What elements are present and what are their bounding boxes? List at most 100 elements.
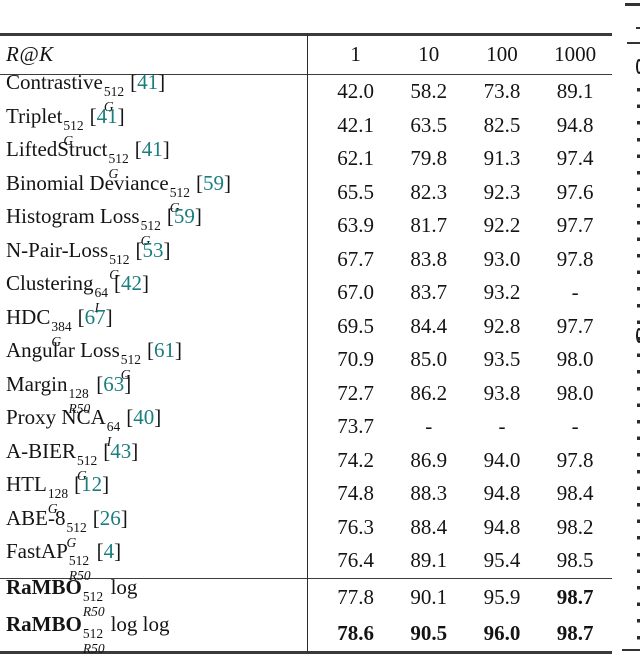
- recall-at-100: 93.2: [483, 280, 521, 305]
- citation-number[interactable]: 41: [96, 103, 118, 128]
- embedding-size-backbone: 512 G: [121, 353, 141, 382]
- citation-number[interactable]: 59: [173, 204, 195, 229]
- recall-at-1: 67.0: [337, 280, 374, 305]
- embedding-size-backbone: 64 I: [107, 420, 121, 449]
- citation[interactable]: [61]: [147, 338, 182, 362]
- recall-at-100: 94.8: [483, 481, 521, 506]
- embedding-dim: 512: [68, 553, 90, 569]
- citation[interactable]: [41]: [135, 137, 170, 161]
- recall-at-1000: -: [571, 280, 579, 305]
- method-name: Contrastive: [6, 70, 103, 95]
- recall-at-10: 90.1: [410, 584, 448, 609]
- embedding-size-backbone: 512 G: [170, 186, 190, 215]
- citation[interactable]: [40]: [126, 405, 161, 429]
- recall-at-10: 83.8: [410, 246, 448, 271]
- recall-at-1000: 94.8: [556, 112, 594, 137]
- citation[interactable]: [26]: [93, 506, 128, 530]
- neighbor-table-letter-fragment: [636, 59, 640, 74]
- recall-at-10: 58.2: [410, 79, 448, 104]
- method-name: HDC: [6, 304, 51, 329]
- table-row: Contrastive 512 G [41] 42.0 58.2 73.8 89.1: [0, 70, 612, 113]
- citation-number[interactable]: 40: [133, 405, 155, 430]
- citation-bracket-open: [: [166, 204, 174, 229]
- embedding-dim: 384: [51, 318, 72, 334]
- backbone: I: [94, 300, 100, 316]
- citation-bracket-close: ]: [194, 204, 202, 229]
- citation[interactable]: [43]: [103, 439, 138, 463]
- recall-at-1: 76.3: [337, 514, 374, 539]
- method-label: ABE-8 512 G [26]: [0, 506, 319, 550]
- citation[interactable]: [67]: [78, 305, 113, 329]
- method-label: Clustering 64 I [42]: [0, 271, 319, 315]
- recall-at-10: 86.9: [410, 447, 448, 472]
- table-row: FastAP 512 R50 [4] 76.4 89.1 95.4 98.5: [0, 539, 612, 582]
- citation-number[interactable]: 59: [202, 170, 224, 195]
- citation-number[interactable]: 26: [99, 505, 121, 530]
- citation-number[interactable]: 43: [110, 438, 132, 463]
- recall-at-1: 74.2: [337, 447, 374, 472]
- citation-number[interactable]: 41: [141, 137, 163, 162]
- method-rows: Contrastive 512 G [41] 42.0 58.2 73.8 89.1 …: [0, 70, 612, 582]
- recall-at-1000: 98.7: [556, 584, 594, 609]
- citation-number[interactable]: 4: [103, 539, 115, 564]
- table-row: Proxy NCA 64 I [40] 73.7 - - -: [0, 405, 612, 448]
- recall-at-1: 73.7: [337, 414, 374, 439]
- recall-at-100: 94.0: [483, 447, 521, 472]
- citation[interactable]: [53]: [135, 238, 170, 262]
- embedding-dim: 128: [68, 385, 89, 401]
- citation-bracket-open: [: [74, 472, 82, 497]
- citation-number[interactable]: 53: [142, 237, 164, 262]
- method-name: FastAP: [6, 539, 68, 564]
- citation-bracket-close: ]: [124, 371, 132, 396]
- table-row: Angular Loss 512 G [61] 70.9 85.0 93.5 98.0: [0, 338, 612, 381]
- recall-at-100: 91.3: [483, 146, 521, 171]
- method-name: RaMBO: [6, 611, 82, 636]
- method-name: Angular Loss: [6, 338, 120, 363]
- citation[interactable]: [63]: [96, 372, 131, 396]
- citation[interactable]: [12]: [74, 472, 109, 496]
- embedding-size-backbone: 512 R50: [83, 627, 105, 655]
- recall-at-100: 95.9: [483, 584, 521, 609]
- backbone: G: [66, 534, 77, 550]
- citation-number[interactable]: 61: [154, 338, 175, 363]
- citation-bracket-close: ]: [142, 271, 149, 296]
- citation[interactable]: [4]: [97, 539, 122, 563]
- embedding-dim: 512: [66, 519, 87, 535]
- citation-bracket-close: ]: [223, 170, 231, 195]
- recall-at-10: 89.1: [410, 548, 448, 573]
- neighbor-table-bottom-rule-fragment: [622, 648, 640, 651]
- embedding-size-backbone: 512 G: [104, 85, 124, 114]
- recall-at-10: 88.3: [410, 481, 448, 506]
- embedding-size-backbone: 128 R50: [68, 387, 90, 416]
- citation-bracket-open: [: [77, 304, 85, 329]
- method-name: Triplet: [6, 103, 63, 128]
- citation[interactable]: [42]: [114, 271, 149, 295]
- citation-bracket-close: ]: [158, 70, 166, 95]
- recall-at-1000: 98.0: [556, 347, 594, 372]
- citation-bracket-close: ]: [163, 237, 171, 262]
- citation[interactable]: [41]: [90, 104, 125, 128]
- citation[interactable]: [59]: [167, 204, 202, 228]
- recall-at-100: 82.5: [483, 112, 521, 137]
- recall-at-1: 70.9: [337, 347, 374, 372]
- citation-number[interactable]: 42: [121, 271, 142, 296]
- embedding-size-backbone: 512 G: [109, 253, 129, 282]
- table-row: HDC 384 G [67] 69.5 84.4 92.8 97.7: [0, 305, 612, 348]
- citation-number[interactable]: 41: [137, 70, 159, 95]
- table-row: Margin 128 R50 [63] 72.7 86.2 93.8 98.0: [0, 372, 612, 415]
- citation[interactable]: [41]: [130, 70, 165, 94]
- recall-at-100: 93.5: [483, 347, 521, 372]
- backbone: I: [106, 434, 112, 450]
- citation-number[interactable]: 63: [103, 371, 125, 396]
- recall-at-1000: 97.4: [556, 146, 594, 171]
- method-suffix: log: [110, 575, 138, 600]
- embedding-size-backbone: 512 G: [67, 521, 87, 550]
- backbone: G: [51, 333, 62, 349]
- citation[interactable]: [59]: [196, 171, 231, 195]
- embedding-dim: 512: [82, 589, 104, 605]
- citation-number[interactable]: 12: [81, 472, 103, 497]
- citation-number[interactable]: 67: [84, 304, 106, 329]
- recall-at-1: 65.5: [337, 179, 374, 204]
- method-name: Clustering: [6, 271, 94, 296]
- embedding-size-backbone: 512 R50: [83, 590, 105, 619]
